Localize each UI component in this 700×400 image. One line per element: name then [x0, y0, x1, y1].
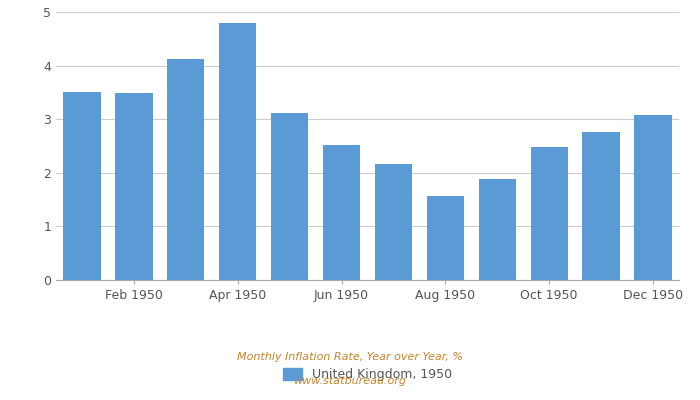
Bar	[634, 115, 672, 280]
Bar	[323, 146, 360, 280]
Bar	[219, 23, 256, 280]
Bar	[427, 196, 464, 280]
Bar	[531, 147, 568, 280]
Bar	[271, 113, 308, 280]
Text: www.statbureau.org: www.statbureau.org	[293, 376, 407, 386]
Bar	[63, 92, 101, 280]
Bar	[116, 94, 153, 280]
Bar	[167, 59, 204, 280]
Bar	[479, 179, 516, 280]
Bar	[582, 132, 620, 280]
Legend: United Kingdom, 1950: United Kingdom, 1950	[278, 363, 457, 386]
Bar	[374, 164, 412, 280]
Text: Monthly Inflation Rate, Year over Year, %: Monthly Inflation Rate, Year over Year, …	[237, 352, 463, 362]
